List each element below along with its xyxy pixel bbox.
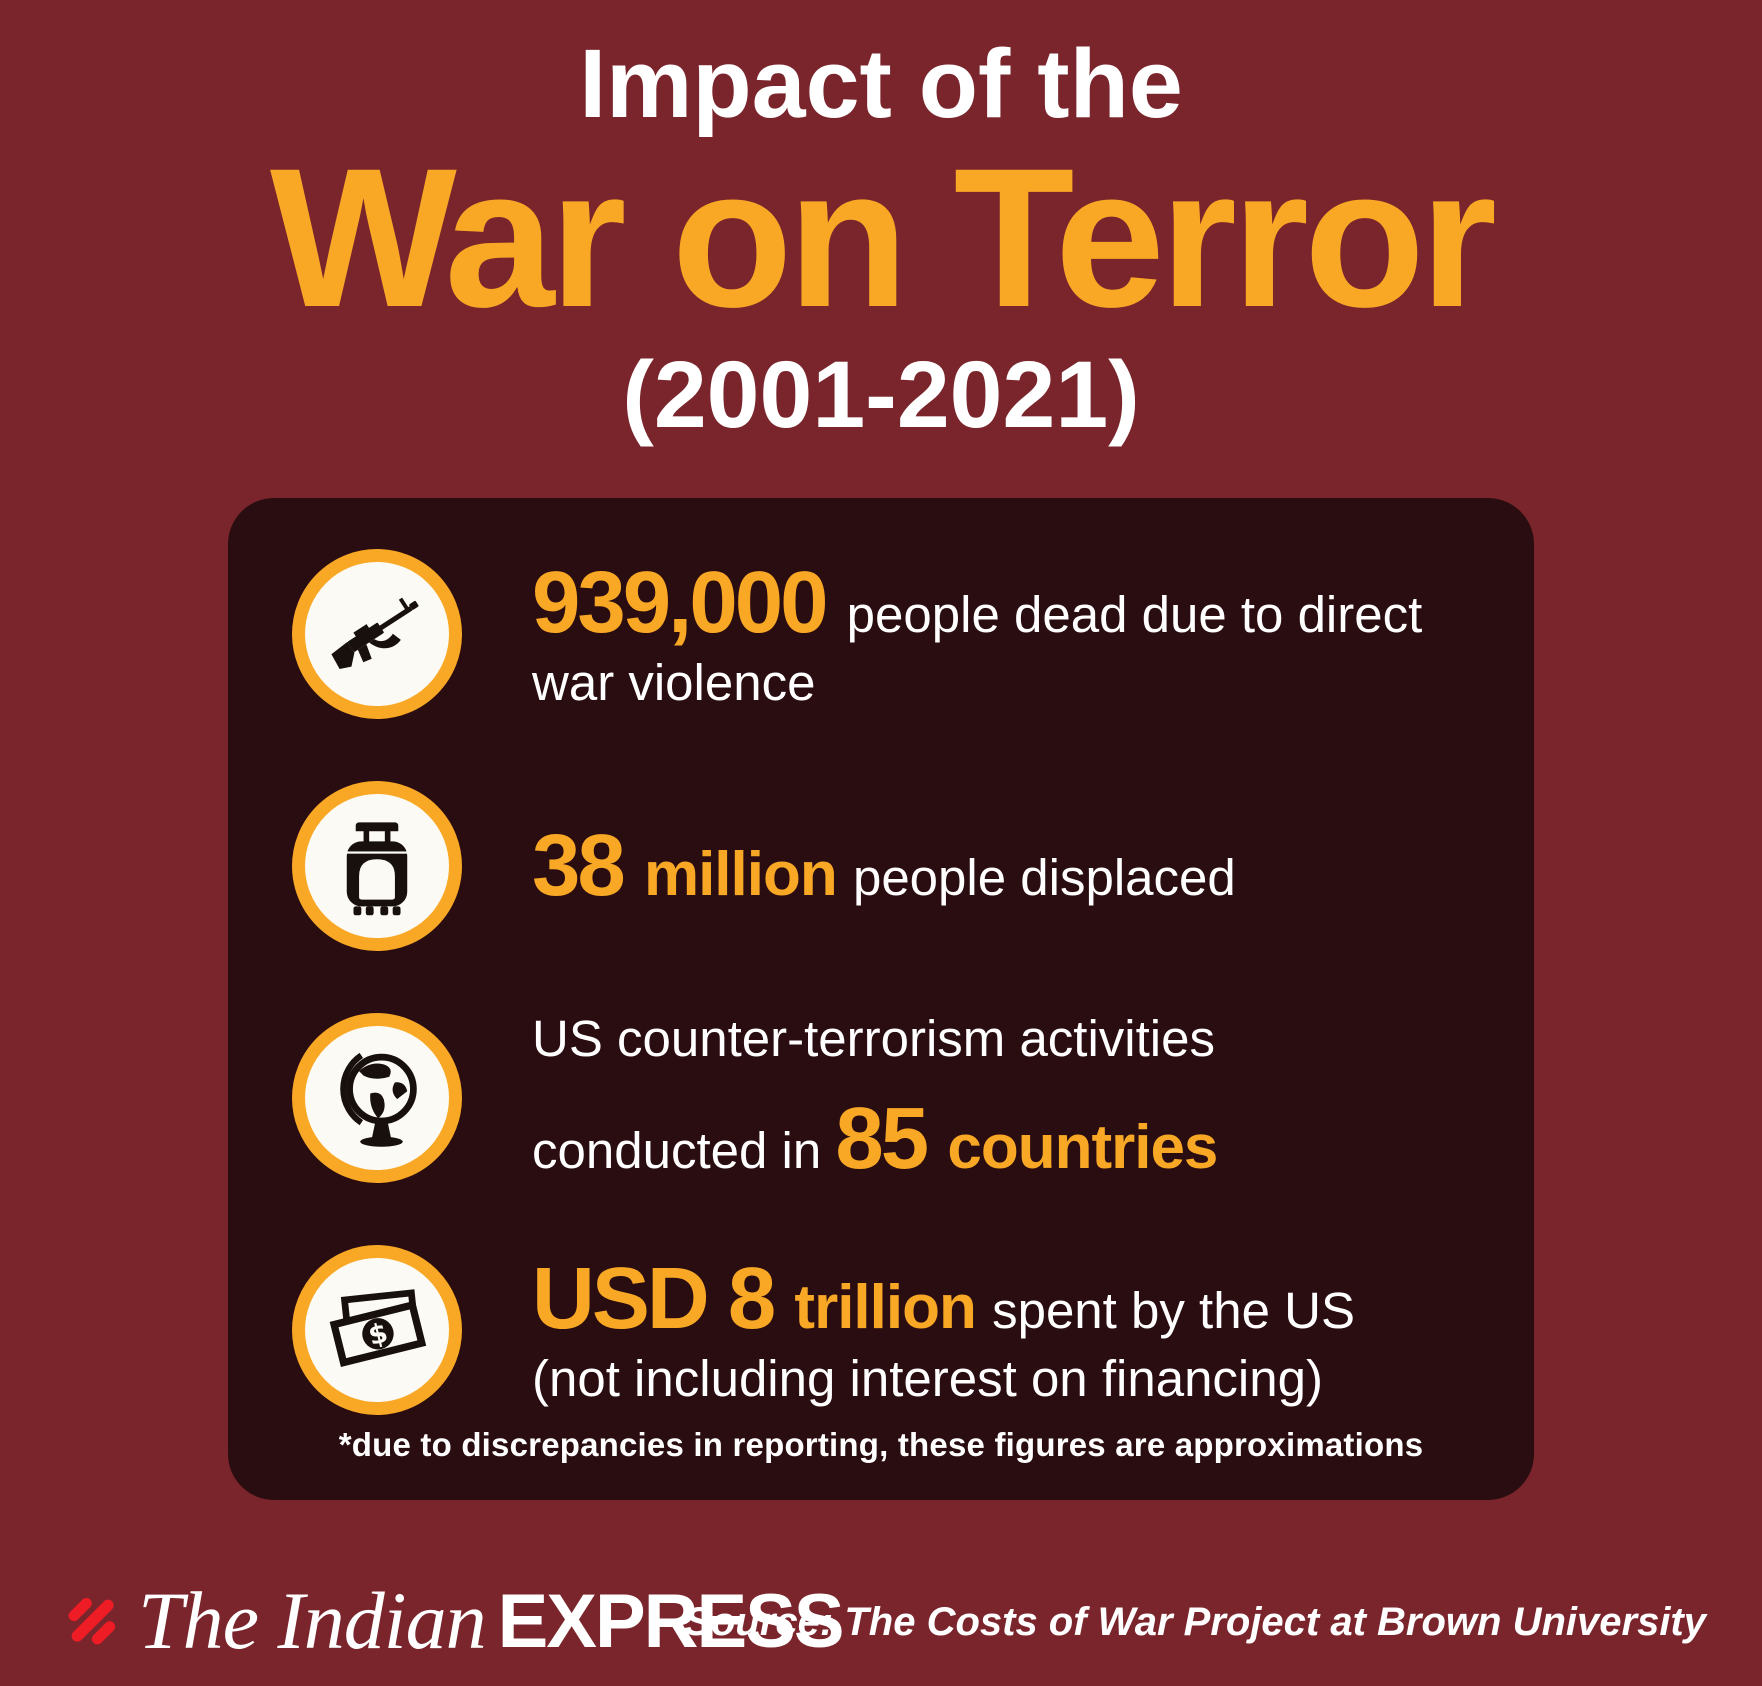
- stat-segment: million: [643, 839, 853, 909]
- stat-line: 939,000 people dead due to direct: [532, 558, 1498, 648]
- stat-text: USD 8 trillion spent by the US (not inclu…: [532, 1254, 1498, 1406]
- stat-text: US counter-terrorism activities conducted…: [532, 1009, 1498, 1184]
- stat-segment: US counter-terrorism activities: [532, 1009, 1215, 1067]
- stat-segment: USD 8: [532, 1249, 795, 1347]
- stats-card: 939,000 people dead due to direct war vio…: [228, 498, 1534, 1500]
- title-period: (2001-2021): [622, 341, 1140, 448]
- globe-icon: [321, 1042, 433, 1154]
- stat-icon-badge: [292, 1013, 462, 1183]
- source-credit: Source: The Costs of War Project at Brow…: [684, 1600, 1706, 1644]
- logo-express: EXPRESS: [497, 1578, 845, 1664]
- flame-icon: [60, 1581, 126, 1661]
- stat-line: USD 8 trillion spent by the US: [532, 1254, 1498, 1344]
- title-kicker: Impact of the: [579, 29, 1183, 138]
- title-block: Impact of the War on Terror (2001-2021): [0, 29, 1762, 451]
- stat-segment: 939,000: [532, 553, 847, 651]
- indian-express-logo: The Indian EXPRESS: [60, 1574, 845, 1668]
- stat-segment: people displaced: [852, 848, 1236, 906]
- stat-icon-badge: [292, 549, 462, 719]
- stat-segment: war violence: [532, 654, 816, 712]
- suitcase-icon: [321, 810, 433, 922]
- stat-segment: countries: [947, 1112, 1218, 1182]
- stat-text: 939,000 people dead due to direct war vio…: [532, 558, 1498, 710]
- stat-line: (not including interest on financing): [532, 1353, 1498, 1405]
- stat-segment: trillion: [794, 1272, 993, 1342]
- rifle-icon: [321, 578, 433, 690]
- stat-segment: 85: [835, 1089, 948, 1187]
- stat-row: US counter-terrorism activities conducted…: [292, 1012, 1498, 1184]
- stat-segment: conducted in: [532, 1121, 836, 1179]
- page-title: War on Terror: [269, 126, 1497, 348]
- stat-segment: spent by the US: [992, 1281, 1355, 1339]
- stat-segment: 38: [532, 816, 644, 914]
- stat-icon-badge: [292, 781, 462, 951]
- stat-line: US counter-terrorism activities: [532, 1009, 1498, 1067]
- stat-text: 38 million people displaced: [532, 821, 1498, 911]
- stat-row: 939,000 people dead due to direct war vio…: [292, 548, 1498, 720]
- stat-rows: 939,000 people dead due to direct war vio…: [292, 548, 1498, 1476]
- stat-segment: people dead due to direct: [846, 585, 1423, 643]
- stat-line: war violence: [532, 657, 1498, 709]
- stat-segment: (not including interest on financing): [532, 1350, 1323, 1408]
- footnote: *due to discrepancies in reporting, thes…: [338, 1426, 1424, 1463]
- money-icon: $: [321, 1274, 433, 1386]
- logo-the-indian: The Indian: [138, 1575, 487, 1666]
- stat-line: 38 million people displaced: [532, 821, 1498, 911]
- stat-row: 38 million people displaced: [292, 780, 1498, 952]
- stat-line: conducted in 85 countries: [532, 1094, 1498, 1184]
- stat-row: $ USD 8 trillion spent by the US (not incl…: [292, 1244, 1498, 1416]
- stat-icon-badge: $: [292, 1245, 462, 1415]
